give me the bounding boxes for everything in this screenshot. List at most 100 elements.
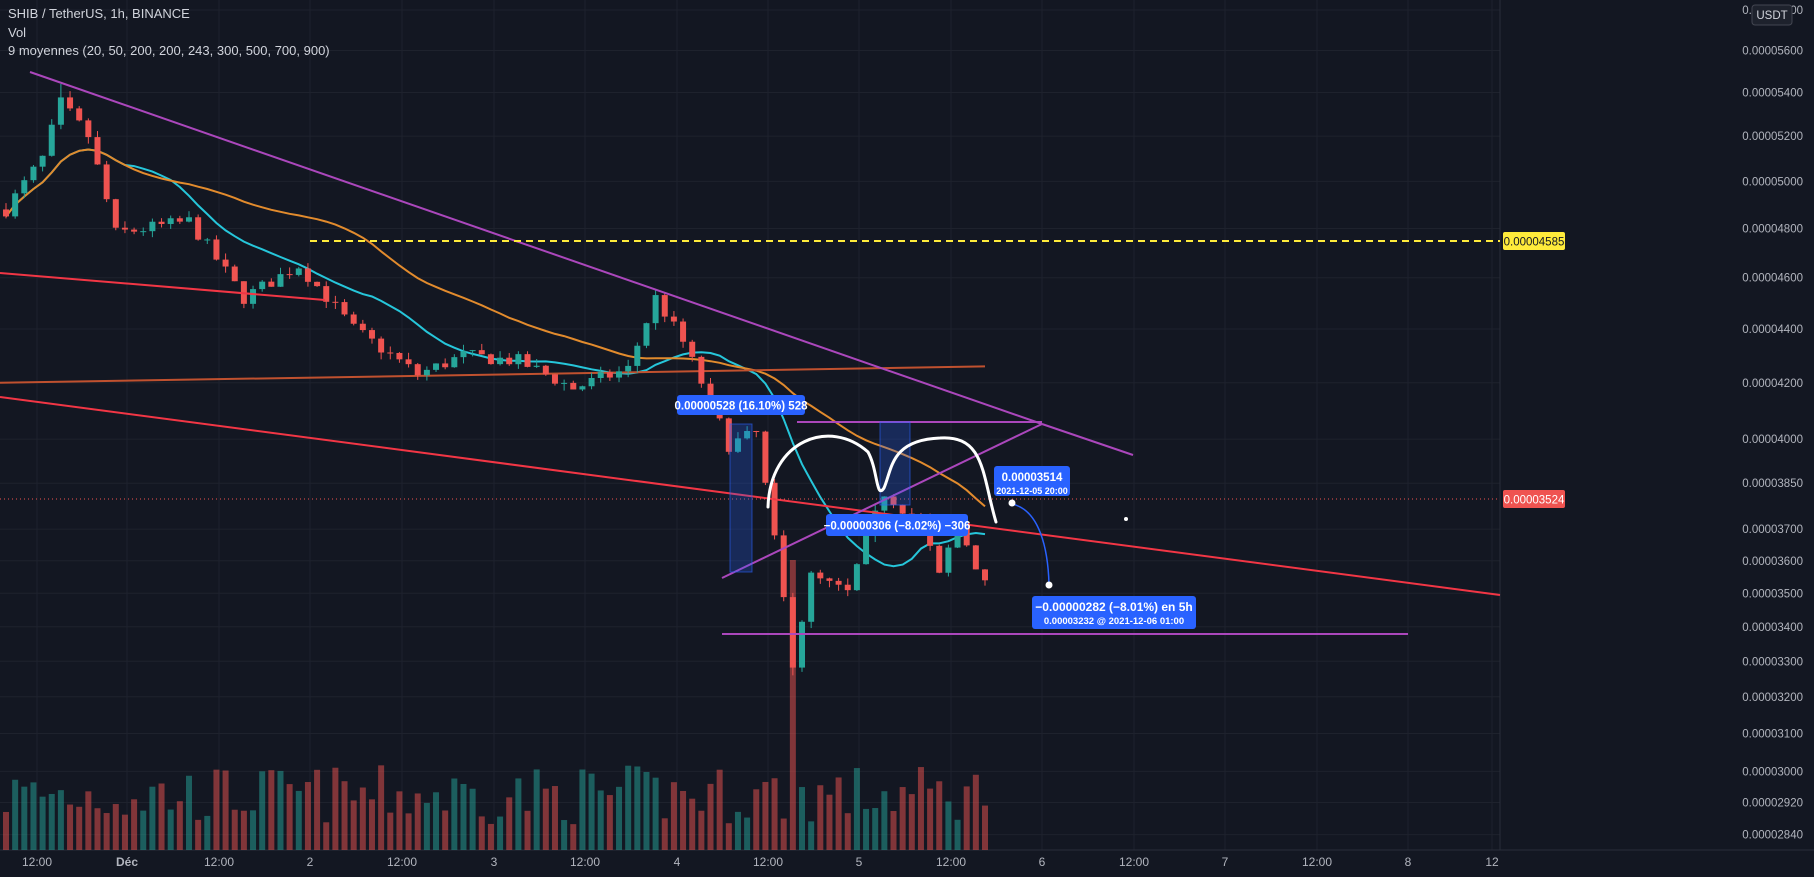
candle-body — [799, 621, 806, 668]
candle — [643, 322, 650, 349]
candle-body — [945, 547, 952, 573]
volume-bar — [680, 790, 687, 850]
candle-body — [972, 545, 979, 570]
candle — [12, 189, 19, 219]
candle-body — [890, 496, 897, 505]
measure-box-down — [879, 421, 911, 506]
currency-label: USDT — [1756, 10, 1787, 22]
candle-body — [213, 239, 220, 260]
hand-drawn-pattern — [766, 434, 998, 524]
time-tick-label: 12:00 — [936, 855, 966, 869]
candle — [131, 227, 138, 235]
candle-body — [936, 545, 943, 573]
moving-averages-label[interactable]: 9 moyennes (20, 50, 200, 200, 243, 300, … — [8, 43, 330, 58]
volume-bar — [368, 799, 375, 850]
candle — [295, 266, 302, 277]
volume-bar — [881, 791, 888, 850]
volume-bar — [478, 816, 485, 850]
volume-bar — [853, 768, 860, 850]
time-tick-label: 12:00 — [1119, 855, 1149, 869]
candle-body — [277, 274, 284, 287]
candle-body — [112, 199, 119, 228]
candle — [167, 215, 174, 229]
candle-body — [295, 268, 302, 275]
candle-body — [844, 584, 851, 591]
measure-up-label-text: 0.00000528 (16.10%) 528 — [675, 401, 809, 413]
candle-body — [185, 217, 192, 222]
candle-body — [231, 266, 238, 282]
moving-average-long — [0, 365, 986, 384]
volume-bar — [176, 801, 183, 850]
volume-bar — [744, 817, 751, 850]
candle — [30, 164, 37, 183]
volume-bar — [268, 770, 275, 850]
volume-bar — [48, 793, 55, 850]
volume-bar — [863, 808, 870, 850]
candle-body — [195, 217, 202, 240]
volume-bar — [670, 782, 677, 850]
candle-body — [103, 164, 110, 200]
candle — [982, 569, 988, 586]
candle — [835, 577, 842, 591]
projection-end-point — [1045, 581, 1053, 589]
volume-bar — [469, 788, 476, 850]
price-tick-label: 0.00003300 — [1742, 656, 1803, 668]
volume-bar — [542, 788, 549, 850]
volume-bar — [85, 791, 92, 850]
point-value-label: 0.00003514 2021-12-05 20:00 — [994, 466, 1070, 496]
measure-down-label-text: −0.00000306 (−8.02%) −306 — [824, 521, 971, 533]
measure-box-up — [729, 423, 753, 573]
currency-badge-bg — [1751, 4, 1793, 26]
volume-bar — [826, 794, 833, 850]
candle-body — [881, 496, 888, 511]
candle-body — [744, 430, 751, 439]
volume-bar — [213, 769, 220, 850]
candle — [588, 372, 595, 390]
time-tick-label: 12:00 — [570, 855, 600, 869]
volume-bar — [497, 816, 504, 850]
volume-bar — [890, 811, 897, 850]
volume-bar — [460, 783, 467, 850]
time-tick-label: 12:00 — [204, 855, 234, 869]
volume-bar — [597, 790, 604, 850]
candle-body — [634, 345, 641, 366]
measure-up-label-bg — [677, 395, 805, 415]
candle — [195, 214, 202, 241]
candle — [670, 311, 677, 326]
candle — [121, 221, 128, 234]
price-tick-label: 0.00004400 — [1742, 324, 1803, 336]
volume-bar — [661, 818, 668, 850]
volume-bar — [561, 820, 568, 850]
candle — [533, 359, 540, 368]
volume-bar — [789, 560, 796, 850]
candle — [945, 544, 952, 577]
candle-body — [616, 371, 623, 378]
price-tick-label: 0.00003400 — [1742, 622, 1803, 634]
candle — [487, 353, 494, 365]
marker-dot — [1124, 517, 1128, 521]
candle-body — [542, 365, 549, 375]
candle-body — [341, 302, 348, 315]
candle-body — [304, 268, 311, 282]
candle — [542, 364, 549, 376]
symbol-title: SHIB / TetherUS, 1h, BINANCE — [8, 6, 190, 21]
candle — [625, 359, 632, 378]
point-value-label-text: 2021-12-05 20:00 — [996, 486, 1068, 496]
volume-bar — [39, 796, 46, 850]
volume-bar — [332, 767, 339, 850]
volume-bar — [414, 793, 421, 850]
moving-average-slow — [5, 148, 986, 508]
candle — [341, 299, 348, 317]
candle — [204, 237, 211, 245]
candle-body — [3, 209, 9, 217]
price-tick-label: 0.00005400 — [1742, 88, 1803, 100]
candle — [799, 620, 806, 672]
candle — [433, 363, 440, 372]
time-tick-label: 7 — [1222, 855, 1229, 869]
candle — [652, 289, 659, 330]
candle-body — [771, 482, 778, 536]
volume-indicator-label[interactable]: Vol — [8, 25, 27, 40]
candle-body — [652, 295, 659, 324]
candle-body — [396, 352, 403, 360]
